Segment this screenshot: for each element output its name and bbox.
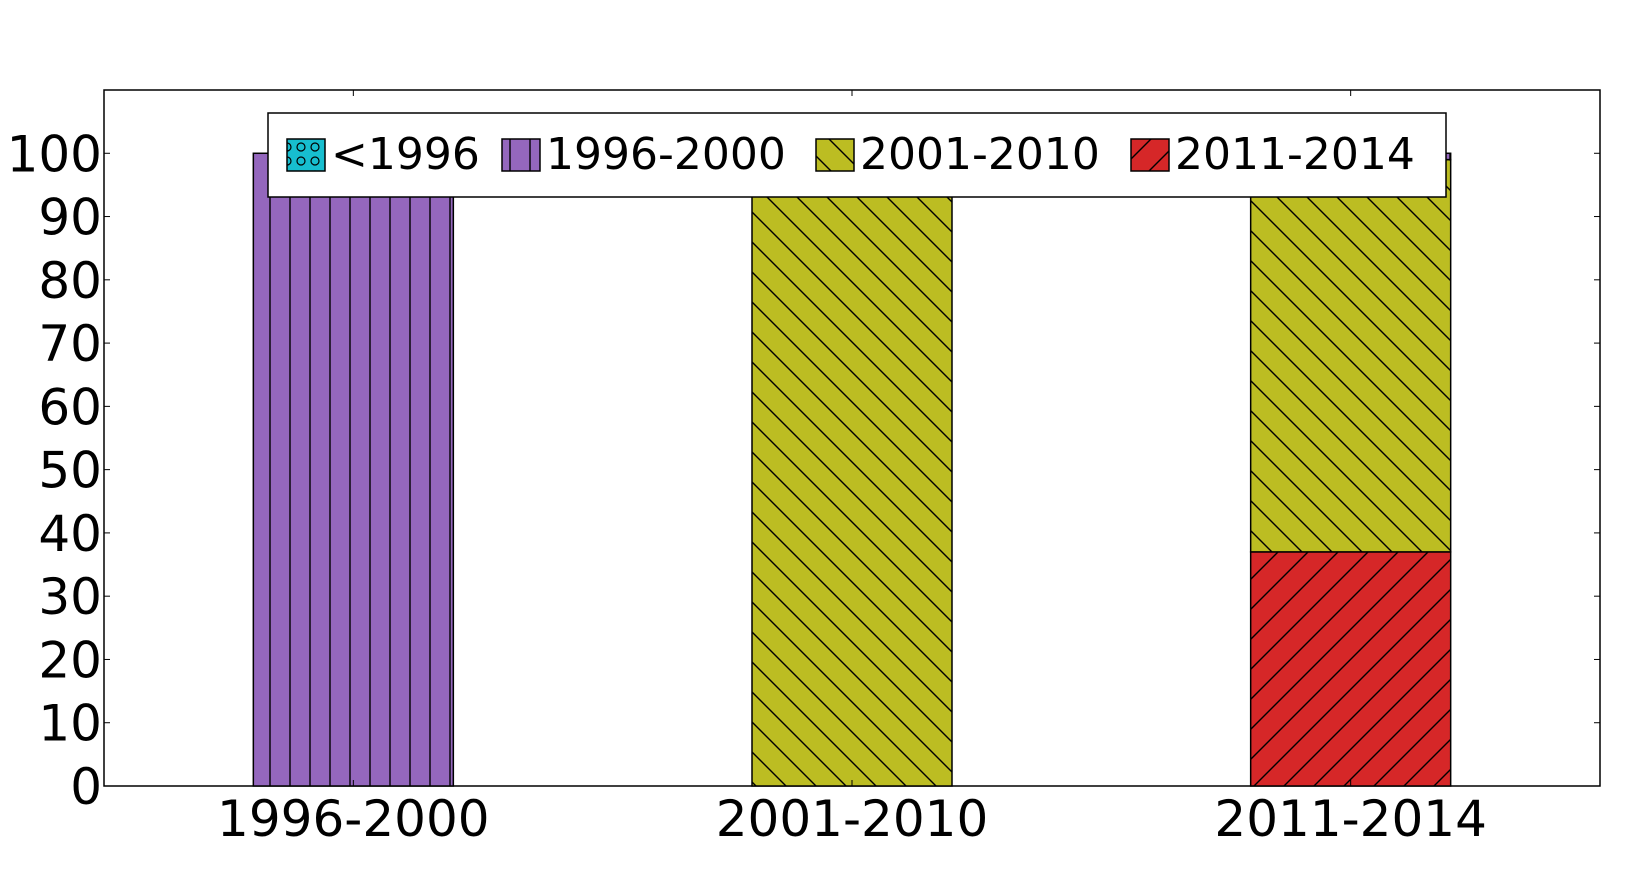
y-tick-label: 70 (38, 315, 102, 373)
legend-label-1996-2000: 1996-2000 (546, 129, 786, 180)
legend-label-2011-2014: 2011-2014 (1175, 129, 1415, 180)
x-axis-ticks: 1996-2000 2001-2010 2011-2014 (217, 90, 1487, 848)
legend-frame (267, 112, 1447, 198)
legend-swatch-2011-2014 (1130, 138, 1170, 172)
x-tick-label-2001-2010: 2001-2010 (716, 790, 989, 848)
bar-2011-2014-2011-2014 (1249, 551, 1452, 787)
legend-swatch-1996-2000 (501, 138, 541, 172)
y-tick-label: 60 (38, 378, 102, 436)
y-tick-label: 20 (38, 631, 102, 689)
legend-swatch-1996 (286, 138, 326, 172)
legend-label-2001-2010: 2001-2010 (860, 129, 1100, 180)
bar-1996-2000-1996-2000 (252, 152, 455, 787)
legend-label-1996: <1996 (331, 129, 480, 180)
y-tick-label: 30 (38, 568, 102, 626)
x-tick-label-2011-2014: 2011-2014 (1214, 790, 1487, 848)
y-tick-label: 100 (7, 125, 102, 183)
y-tick-label: 40 (38, 505, 102, 563)
legend-swatch-2001-2010 (815, 138, 855, 172)
legend: <1996 1996-2000 2001-2010 2011-2014 (267, 112, 1447, 198)
x-tick-label-1996-2000: 1996-2000 (217, 790, 490, 848)
y-tick-label: 50 (38, 442, 102, 500)
bar-group (252, 152, 1452, 787)
y-tick-label: 90 (38, 189, 102, 247)
bar-2001-2010-2001-2010 (751, 184, 953, 787)
bar-2011-2014-2001-2010 (1249, 158, 1452, 553)
y-tick-label: 0 (70, 758, 102, 816)
y-tick-label: 10 (38, 695, 102, 753)
y-tick-label: 80 (38, 252, 102, 310)
